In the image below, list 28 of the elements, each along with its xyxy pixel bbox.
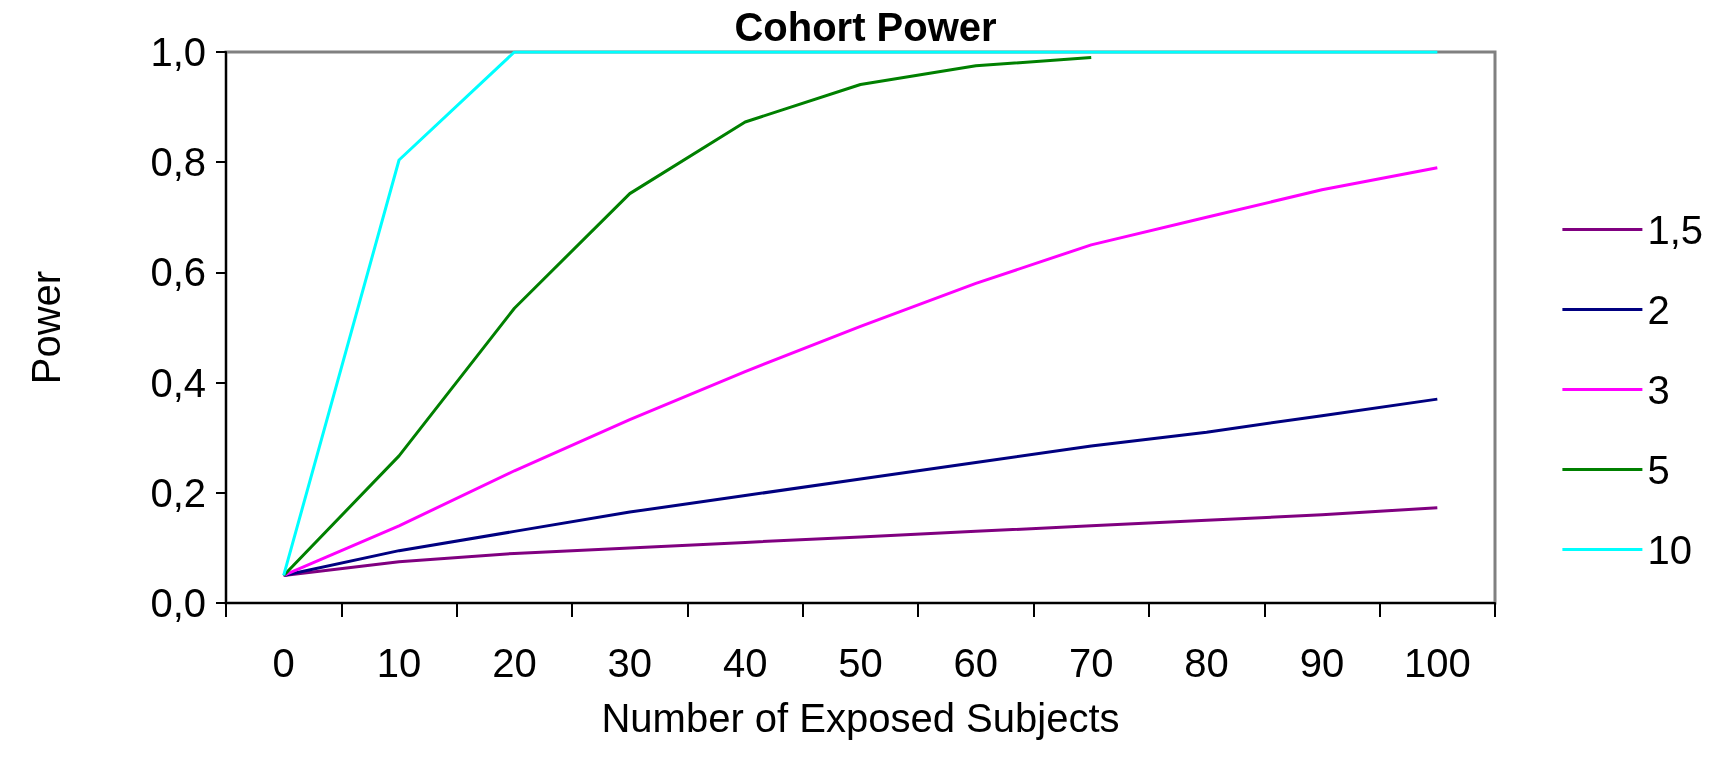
legend-label: 2 bbox=[1647, 287, 1670, 332]
line-series bbox=[282, 166, 1439, 577]
x-tick-label: 50 bbox=[838, 641, 883, 685]
x-tick-label: 10 bbox=[376, 641, 422, 685]
y-tick-label: 0,0 bbox=[150, 581, 206, 625]
line-series bbox=[282, 56, 1093, 577]
x-tick-label: 100 bbox=[1403, 641, 1471, 685]
y-tick-label: 1,0 bbox=[150, 30, 206, 74]
y-tick-label: 0,4 bbox=[150, 360, 206, 405]
x-axis-title: Number of Exposed Subjects bbox=[601, 696, 1120, 740]
x-tick-label: 20 bbox=[492, 641, 537, 685]
y-tick-label: 0,6 bbox=[150, 250, 206, 295]
chart-title: Cohort Power bbox=[734, 5, 997, 49]
y-axis-title: Power bbox=[24, 270, 68, 385]
line-series bbox=[282, 397, 1439, 577]
x-tick-label: 60 bbox=[953, 641, 999, 685]
y-tick-label: 0,8 bbox=[150, 140, 206, 185]
legend-label: 1,5 bbox=[1647, 207, 1703, 252]
x-tick-label: 90 bbox=[1299, 641, 1345, 685]
x-tick-label: 40 bbox=[722, 641, 768, 685]
x-tick-label: 80 bbox=[1184, 641, 1229, 685]
x-tick-label: 0 bbox=[272, 641, 295, 685]
x-tick-label: 30 bbox=[607, 641, 653, 685]
legend-label: 10 bbox=[1647, 527, 1692, 572]
y-tick-label: 0,2 bbox=[150, 470, 206, 515]
legend-label: 3 bbox=[1647, 367, 1670, 412]
legend-label: 5 bbox=[1647, 447, 1670, 492]
x-tick-label: 70 bbox=[1068, 641, 1114, 685]
